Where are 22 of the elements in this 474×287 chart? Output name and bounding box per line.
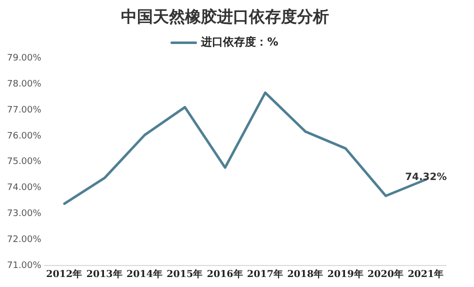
legend-label: 进口依存度：% [200,36,278,49]
x-tick-label: 2013年 [86,268,123,280]
y-tick-label: 75.00% [6,157,42,168]
chart-title: 中国天然橡胶进口依存度分析 [121,6,329,26]
y-tick-label: 79.00% [6,54,42,64]
x-tick-label: 2012年 [46,268,83,280]
y-tick-label: 77.00% [6,105,42,116]
y-tick-label: 74.00% [6,183,42,194]
y-tick-label: 73.00% [6,209,42,220]
x-tick-label: 2018年 [287,268,324,280]
x-tick-label: 2020年 [368,268,404,280]
x-tick-label: 2021年 [408,268,444,280]
x-tick-label: 2016年 [206,268,244,280]
y-tick-label: 76.00% [6,131,42,142]
y-tick-label: 78.00% [6,79,42,90]
y-tick-label: 71.00% [6,260,42,271]
data-label: 74.32% [405,172,447,184]
x-tick-label: 2017年 [247,268,284,280]
y-tick-label: 72.00% [6,235,42,246]
x-tick-label: 2014年 [126,268,163,280]
x-tick-label: 2019年 [327,268,364,280]
x-tick-label: 2015年 [166,268,204,280]
